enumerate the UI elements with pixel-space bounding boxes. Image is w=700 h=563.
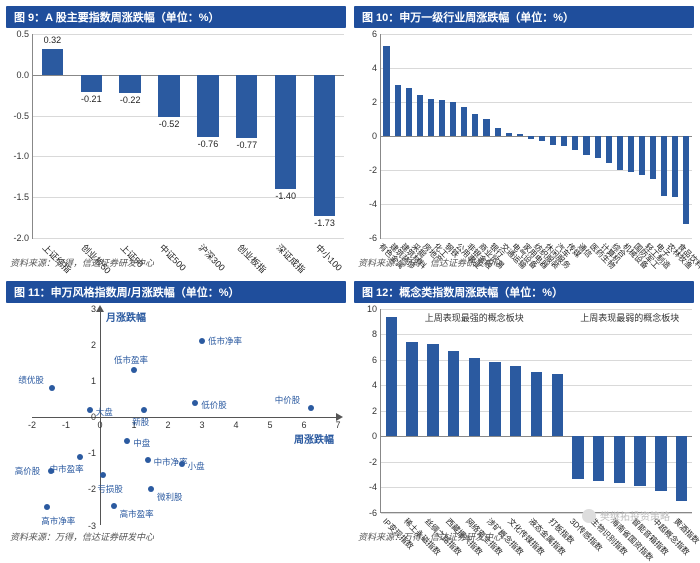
watermark-text: 樊继拓投资策略: [600, 508, 670, 523]
chart11-title: 图 11：申万风格指数周/月涨跌幅（单位：%）: [6, 281, 346, 303]
chart9-plot: -2.0-1.5-1.0-0.50.00.50.32上证综指-0.21创业板50…: [32, 34, 344, 239]
chart11-source: 资料来源：万得，信达证券研发中心: [10, 530, 154, 543]
chart9-source: 资料来源：万得，信达证券研发中心: [10, 256, 154, 269]
chart9-title: 图 9：A 股主要指数周涨跌幅（单位：%）: [6, 6, 346, 28]
chart10-plot: -6-4-20246有色金属建筑装饰建筑材料采掘房地产化工钢铁公用事业非银金融商…: [380, 34, 692, 239]
chart12-title: 图 12：概念类指数周涨跌幅（单位：%）: [354, 281, 694, 303]
panel-chart12: 图 12：概念类指数周涨跌幅（单位：%） -6-4-20246810IP变现指数…: [354, 281, 694, 544]
charts-grid: 图 9：A 股主要指数周涨跌幅（单位：%） -2.0-1.5-1.0-0.50.…: [0, 0, 700, 549]
chart12-plot: -6-4-20246810IP变现指数稀土永磁指数丝绸之路指数西藏振兴指数网络安…: [380, 309, 692, 514]
chart12-source: 资料来源：万得，信达证券研发中心: [358, 530, 502, 543]
panel-chart9: 图 9：A 股主要指数周涨跌幅（单位：%） -2.0-1.5-1.0-0.50.…: [6, 6, 346, 269]
watermark: 樊继拓投资策略: [582, 508, 670, 523]
panel-chart11: 图 11：申万风格指数周/月涨跌幅（单位：%） -2-101234567-3-2…: [6, 281, 346, 544]
panel-chart10: 图 10：申万一级行业周涨跌幅（单位：%） -6-4-20246有色金属建筑装饰…: [354, 6, 694, 269]
chart10-source: 资料来源：万得，信达证券研发中心: [358, 256, 502, 269]
chart11-plot: -2-101234567-3-2-10123月涨跌幅周涨跌幅绩优股大盘低市盈率低…: [32, 309, 338, 526]
watermark-icon: [582, 509, 596, 523]
chart10-title: 图 10：申万一级行业周涨跌幅（单位：%）: [354, 6, 694, 28]
